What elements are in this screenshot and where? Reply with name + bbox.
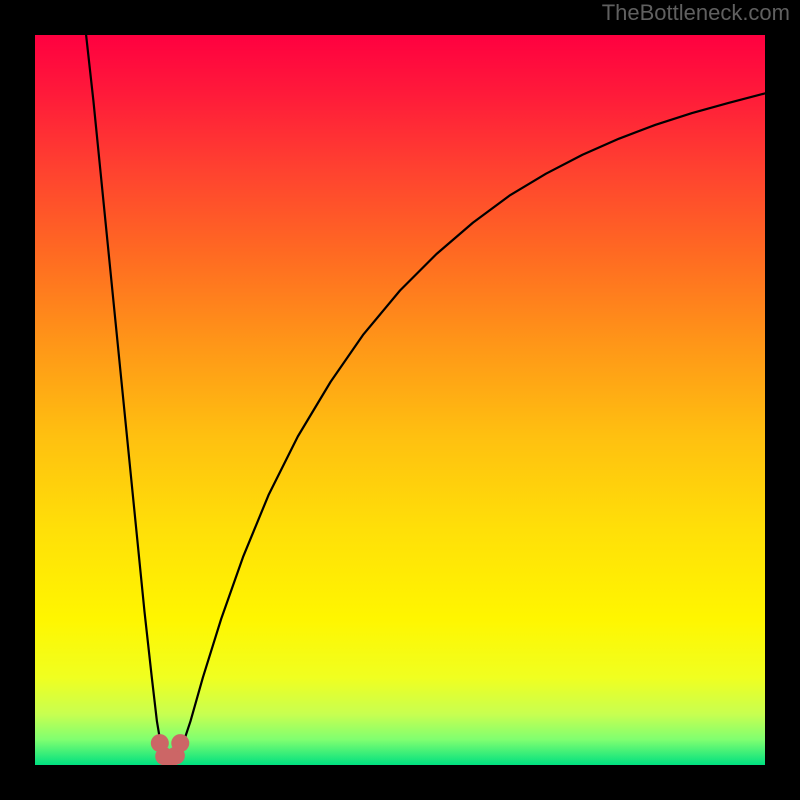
optimal-marker bbox=[171, 734, 189, 752]
bottleneck-chart bbox=[0, 0, 800, 800]
plot-area bbox=[35, 35, 765, 765]
chart-container: TheBottleneck.com bbox=[0, 0, 800, 800]
